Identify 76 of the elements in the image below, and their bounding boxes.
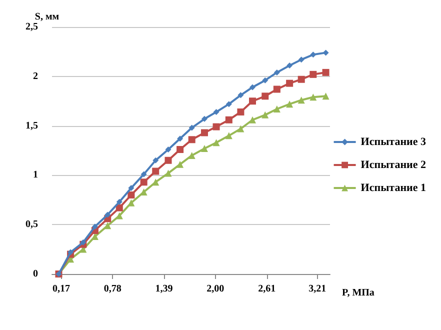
point bbox=[225, 116, 232, 124]
point bbox=[188, 136, 196, 144]
point bbox=[200, 129, 208, 136]
point bbox=[177, 136, 184, 142]
point bbox=[104, 222, 112, 230]
y-tick-label: 2,5 bbox=[26, 22, 38, 32]
point bbox=[273, 106, 280, 113]
point bbox=[176, 146, 184, 154]
point bbox=[298, 96, 305, 104]
point bbox=[164, 156, 172, 164]
point bbox=[262, 111, 269, 118]
x-tick-label: 1,39 bbox=[155, 284, 173, 294]
point bbox=[212, 139, 220, 146]
point bbox=[176, 160, 184, 168]
x-tick-label: 0,78 bbox=[104, 284, 122, 294]
point bbox=[116, 198, 122, 205]
x-tick-label: 3,21 bbox=[308, 284, 326, 294]
point bbox=[274, 69, 280, 76]
y-tick-label: 0 bbox=[33, 268, 38, 280]
point bbox=[165, 146, 172, 153]
point bbox=[237, 125, 244, 132]
point bbox=[273, 86, 280, 93]
x-tick-label: 0,17 bbox=[52, 284, 70, 294]
point bbox=[201, 116, 208, 122]
point bbox=[226, 101, 232, 108]
point bbox=[152, 157, 159, 164]
point bbox=[298, 76, 305, 83]
point bbox=[68, 249, 74, 256]
x-tick-label: 2,00 bbox=[206, 284, 224, 294]
point bbox=[116, 204, 123, 212]
point bbox=[262, 77, 268, 84]
point bbox=[164, 170, 172, 177]
y-tick-label: 0,5 bbox=[26, 219, 38, 230]
point bbox=[262, 92, 269, 100]
point bbox=[238, 92, 244, 98]
point bbox=[212, 123, 220, 130]
point bbox=[128, 191, 135, 198]
y-axis-title: S, мм bbox=[34, 12, 60, 23]
y-tick-label: 2 bbox=[33, 70, 38, 82]
point bbox=[152, 178, 160, 186]
point bbox=[188, 152, 196, 159]
point bbox=[322, 92, 330, 100]
point bbox=[286, 100, 294, 108]
point bbox=[286, 80, 294, 87]
point bbox=[116, 212, 123, 220]
point bbox=[286, 62, 293, 69]
point bbox=[248, 116, 256, 124]
point bbox=[310, 94, 317, 101]
point bbox=[140, 188, 148, 196]
point bbox=[104, 212, 111, 218]
legend-label: Испытание 1 bbox=[360, 182, 426, 194]
point bbox=[237, 108, 244, 116]
point bbox=[188, 124, 195, 131]
x-axis-title: P, МПа bbox=[342, 288, 374, 298]
point bbox=[140, 178, 148, 186]
point bbox=[310, 70, 317, 78]
y-tick-label: 1 bbox=[33, 170, 38, 181]
point bbox=[213, 108, 220, 115]
point bbox=[128, 185, 134, 192]
point bbox=[322, 50, 329, 56]
point bbox=[140, 171, 147, 178]
point bbox=[92, 224, 98, 230]
point bbox=[249, 84, 256, 90]
point bbox=[200, 145, 208, 152]
x-tick-label: 2,61 bbox=[258, 284, 276, 294]
point bbox=[152, 168, 160, 175]
legend-label: Испытание 2 bbox=[360, 159, 426, 171]
point bbox=[225, 132, 232, 140]
point bbox=[310, 52, 316, 58]
point bbox=[248, 98, 256, 105]
point bbox=[298, 56, 304, 63]
y-tick-label: 1,5 bbox=[26, 120, 38, 132]
point bbox=[80, 239, 86, 246]
legend-label: Испытание 3 bbox=[360, 136, 426, 148]
point bbox=[128, 199, 135, 206]
point bbox=[322, 68, 330, 76]
